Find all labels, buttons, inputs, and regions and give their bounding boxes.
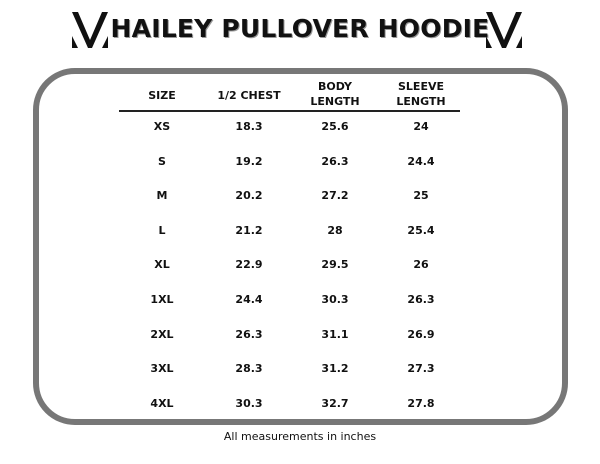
table-cell: 4XL	[150, 396, 174, 410]
table-cell: S	[158, 154, 166, 168]
table-cell: 26	[413, 258, 429, 272]
table-cell: 2XL	[150, 327, 174, 341]
table-cell: 29.5	[321, 258, 349, 272]
table-cell: 24.4	[235, 293, 263, 306]
page-title: HAILEY PULLOVER HOODIE	[110, 14, 490, 43]
table-cell: L	[158, 223, 166, 237]
table-cell: 31.1	[321, 327, 349, 341]
table-cell: 28	[327, 223, 343, 237]
column-header-line: SLEEVE	[398, 80, 444, 93]
column-header-line: 1/2 CHEST	[217, 89, 281, 102]
table-cell: 26.9	[407, 327, 435, 341]
column-header: 1/2 CHEST	[199, 88, 299, 103]
table-cell: 24.4	[407, 154, 435, 168]
table-cell: 26.3	[407, 293, 435, 306]
table-cell: 26.3	[321, 154, 349, 168]
table-cell: 32.7	[321, 396, 349, 410]
v-logo-icon	[72, 12, 108, 48]
column-header: BODY LENGTH	[285, 79, 385, 109]
table-cell: 30.3	[321, 293, 349, 306]
table-cell: 27.2	[321, 189, 349, 203]
table-cell: 19.2	[235, 154, 263, 168]
table-cell: XS	[153, 120, 171, 133]
table-cell: 20.2	[235, 189, 263, 203]
column-header: SLEEVE LENGTH	[371, 79, 471, 109]
table-cell: 25	[413, 189, 429, 203]
table-cell: 25.4	[407, 223, 435, 237]
table-cell: 27.8	[407, 396, 435, 410]
column-header-line: SIZE	[148, 89, 176, 102]
table-cell: 18.3	[235, 120, 263, 133]
table-cell: 3XL	[150, 362, 174, 376]
size-chart-frame	[33, 68, 568, 425]
table-cell: 28.3	[235, 362, 263, 376]
table-cell: 21.2	[235, 223, 263, 237]
column-header: SIZE	[112, 88, 212, 103]
column-header-line: LENGTH	[310, 95, 360, 108]
table-cell: 30.3	[235, 396, 263, 410]
table-cell: 27.3	[407, 362, 435, 376]
table-cell: 31.2	[321, 362, 349, 376]
table-cell: 1XL	[150, 293, 174, 306]
table-cell: 24	[413, 120, 429, 133]
v-logo-icon	[486, 12, 522, 48]
table-cell: 26.3	[235, 327, 263, 341]
table-cell: 25.6	[321, 120, 349, 133]
table-cell: XL	[154, 258, 170, 272]
title-row: HAILEY PULLOVER HOODIE	[0, 10, 600, 54]
header-divider	[119, 110, 460, 112]
column-header-line: BODY	[317, 80, 353, 93]
footer-note: All measurements in inches	[223, 430, 377, 443]
table-cell: M	[156, 189, 168, 203]
table-cell: 22.9	[235, 258, 263, 272]
column-header-line: LENGTH	[396, 95, 446, 108]
